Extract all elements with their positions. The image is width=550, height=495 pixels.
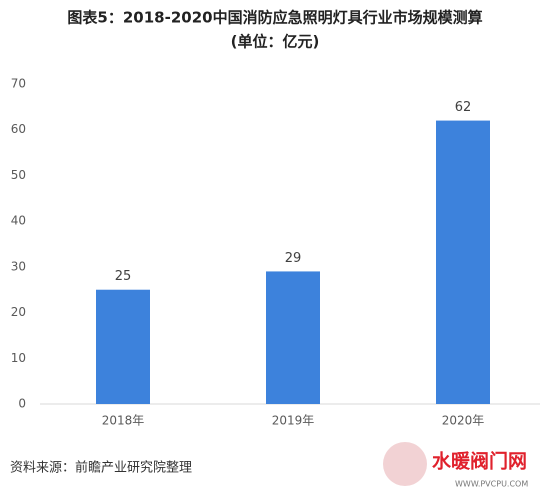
data-label: 62: [455, 100, 472, 115]
y-tick-label: 20: [11, 305, 26, 319]
bar: [96, 289, 150, 404]
bar: [266, 271, 320, 404]
y-tick-label: 10: [11, 351, 26, 365]
y-tick-label: 40: [11, 214, 26, 228]
y-tick-label: 0: [18, 397, 26, 411]
data-label: 25: [115, 269, 132, 284]
y-tick-label: 30: [11, 259, 26, 273]
y-tick-label: 60: [11, 122, 26, 136]
source: 资料来源：前瞻产业研究院整理: [10, 460, 192, 476]
x-tick-label: 2020年: [442, 414, 485, 428]
data-label: 29: [285, 251, 302, 266]
x-tick-label: 2018年: [102, 414, 145, 428]
y-tick-label: 70: [11, 77, 26, 91]
bar: [436, 120, 490, 405]
chart-title: 图表5：2018-2020中国消防应急照明灯具行业市场规模测算: [67, 9, 482, 27]
x-tick-label: 2019年: [272, 414, 315, 428]
logo-icon: [383, 442, 427, 486]
chart-subtitle: (单位：亿元): [231, 33, 320, 51]
logo-url: WWW.PVCPU.COM: [455, 480, 528, 489]
y-tick-label: 50: [11, 168, 26, 182]
logo-name: 水暖阀门网: [432, 450, 527, 473]
